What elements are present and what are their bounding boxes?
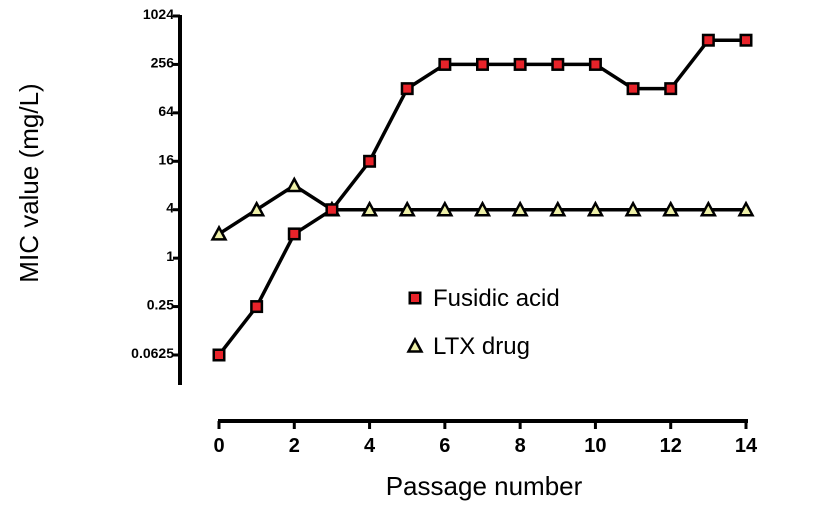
y-tick-label: 0.25 [147, 297, 174, 313]
y-tick-label: 1 [166, 248, 174, 264]
x-tick-label: 14 [735, 435, 758, 457]
data-point [701, 33, 715, 47]
legend-label: Fusidic acid [433, 285, 560, 312]
x-axis-ticks: 0 2 4 6 8 10 12 14 [213, 421, 758, 457]
axes [178, 15, 748, 423]
data-point [626, 82, 640, 96]
y-tick-label: 0.0625 [131, 345, 174, 361]
x-tick-label: 10 [584, 435, 606, 457]
series-layer [210, 33, 755, 362]
y-tick-label: 64 [158, 103, 174, 119]
x-tick-label: 8 [515, 435, 526, 457]
data-point [699, 200, 717, 217]
x-axis-title: Passage number [386, 471, 583, 501]
data-point [210, 224, 228, 241]
y-tick-label: 1024 [143, 6, 174, 22]
data-point [549, 200, 567, 217]
legend-item: Fusidic acid [408, 285, 560, 312]
legend-marker [406, 336, 424, 353]
data-point [398, 200, 416, 217]
data-point [400, 82, 414, 96]
data-point [737, 200, 755, 217]
data-point [586, 200, 605, 217]
x-tick-label: 2 [289, 435, 300, 457]
y-tick-label: 256 [151, 54, 175, 70]
x-tick-label: 0 [213, 435, 224, 457]
data-point [664, 82, 678, 96]
data-point [248, 200, 266, 217]
data-point [551, 57, 565, 71]
data-point [624, 200, 642, 217]
legend-label: LTX drug [433, 333, 530, 360]
x-tick-label: 12 [660, 435, 682, 457]
data-point [325, 203, 339, 217]
legend: Fusidic acid LTX drug [406, 285, 560, 360]
data-point [513, 57, 527, 71]
data-point [476, 57, 489, 71]
legend-item: LTX drug [406, 333, 530, 360]
series-ltx-drug [210, 176, 755, 241]
data-point [287, 227, 301, 241]
x-tick-label: 4 [364, 435, 376, 457]
data-point [588, 57, 602, 71]
data-point [250, 300, 264, 314]
data-point [363, 154, 377, 168]
data-point [285, 176, 303, 193]
data-point [511, 200, 529, 217]
y-axis-title: MIC value (mg/L) [14, 83, 44, 282]
y-tick-label: 16 [158, 151, 174, 167]
x-tick-label: 6 [439, 435, 450, 457]
data-point [739, 33, 753, 47]
y-tick-label: 4 [166, 200, 174, 216]
legend-marker [408, 291, 422, 305]
data-point [436, 200, 454, 217]
data-point [212, 348, 226, 362]
data-point [438, 57, 452, 71]
series-fusidic-acid [212, 33, 753, 362]
y-axis-ticks: 0.0625 0.25 1 4 16 64 256 1024 [131, 6, 180, 361]
data-point [360, 200, 379, 217]
data-point [662, 200, 680, 217]
data-point [473, 200, 492, 217]
